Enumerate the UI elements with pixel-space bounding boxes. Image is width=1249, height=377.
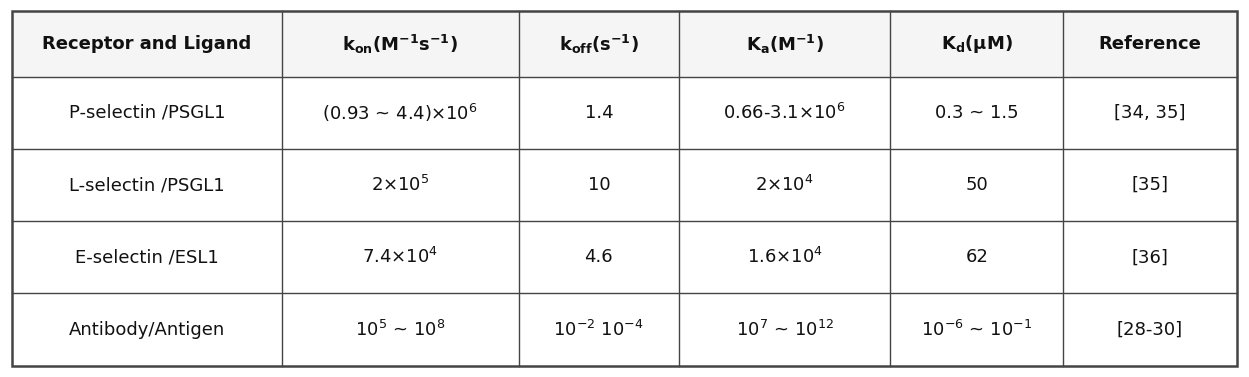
Text: 1.6×10$^\mathregular{4}$: 1.6×10$^\mathregular{4}$ [747,247,823,267]
Text: 1.4: 1.4 [585,104,613,122]
Text: 0.3 ~ 1.5: 0.3 ~ 1.5 [936,104,1019,122]
Text: K$_\mathregular{d}$(μM): K$_\mathregular{d}$(μM) [940,33,1013,55]
Text: 4.6: 4.6 [585,248,613,267]
Text: 10: 10 [587,176,611,194]
Text: Reference: Reference [1099,35,1202,53]
Text: 2×10$^\mathregular{4}$: 2×10$^\mathregular{4}$ [756,175,814,195]
Text: (0.93 ~ 4.4)×10$^\mathregular{6}$: (0.93 ~ 4.4)×10$^\mathregular{6}$ [322,102,478,124]
Text: 10$^\mathregular{-2}$ 10$^\mathregular{-4}$: 10$^\mathregular{-2}$ 10$^\mathregular{-… [553,320,644,340]
Text: 2×10$^\mathregular{5}$: 2×10$^\mathregular{5}$ [371,175,430,195]
Text: Antibody/Antigen: Antibody/Antigen [69,320,225,339]
Text: 50: 50 [965,176,988,194]
Text: [34, 35]: [34, 35] [1114,104,1185,122]
Text: K$_\mathregular{a}$(M$^\mathregular{-1}$): K$_\mathregular{a}$(M$^\mathregular{-1}$… [746,32,824,56]
Text: 7.4×10$^\mathregular{4}$: 7.4×10$^\mathregular{4}$ [362,247,438,267]
Text: k$_\mathregular{on}$(M$^\mathregular{-1}$s$^\mathregular{-1}$): k$_\mathregular{on}$(M$^\mathregular{-1}… [342,32,458,56]
Text: [36]: [36] [1132,248,1168,267]
Text: Receptor and Ligand: Receptor and Ligand [42,35,252,53]
Text: 10$^\mathregular{5}$ ~ 10$^\mathregular{8}$: 10$^\mathregular{5}$ ~ 10$^\mathregular{… [355,320,446,340]
Text: [35]: [35] [1132,176,1169,194]
Text: P-selectin /PSGL1: P-selectin /PSGL1 [69,104,225,122]
Text: 0.66-3.1×10$^\mathregular{6}$: 0.66-3.1×10$^\mathregular{6}$ [723,103,846,123]
Text: [28-30]: [28-30] [1117,320,1183,339]
Text: E-selectin /ESL1: E-selectin /ESL1 [75,248,219,267]
Text: 62: 62 [965,248,988,267]
Text: 10$^\mathregular{7}$ ~ 10$^\mathregular{12}$: 10$^\mathregular{7}$ ~ 10$^\mathregular{… [736,320,833,340]
Text: 10$^\mathregular{-6}$ ~ 10$^\mathregular{-1}$: 10$^\mathregular{-6}$ ~ 10$^\mathregular… [922,320,1033,340]
Text: k$_\mathregular{off}$(s$^\mathregular{-1}$): k$_\mathregular{off}$(s$^\mathregular{-1… [558,32,638,56]
Text: L-selectin /PSGL1: L-selectin /PSGL1 [69,176,225,194]
Bar [12,11,1237,77]
